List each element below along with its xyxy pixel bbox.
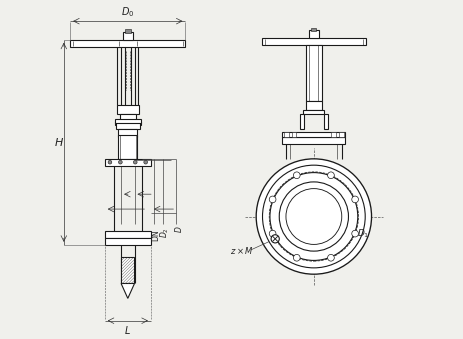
Circle shape — [351, 230, 358, 237]
Circle shape — [293, 172, 300, 179]
Circle shape — [279, 182, 348, 251]
Bar — [121, 257, 134, 283]
Bar — [105, 159, 150, 165]
Bar — [261, 38, 365, 45]
Bar — [70, 40, 185, 47]
Circle shape — [270, 235, 279, 243]
Bar — [305, 45, 321, 101]
Text: $D_2$: $D_2$ — [158, 228, 171, 238]
Bar — [116, 122, 139, 129]
Circle shape — [285, 188, 341, 244]
Text: $L$: $L$ — [124, 324, 131, 336]
Bar — [299, 114, 304, 129]
Bar — [105, 238, 150, 245]
Text: $D_1$: $D_1$ — [357, 227, 369, 240]
Bar — [125, 29, 131, 33]
Circle shape — [269, 230, 275, 237]
Bar — [323, 114, 327, 129]
Bar — [122, 32, 133, 40]
Bar — [282, 132, 345, 137]
Bar — [119, 114, 136, 122]
Bar — [338, 133, 343, 137]
Circle shape — [262, 165, 364, 268]
Bar — [116, 105, 139, 114]
Circle shape — [144, 160, 147, 164]
Text: $D$: $D$ — [172, 226, 183, 233]
Circle shape — [133, 160, 137, 164]
Circle shape — [327, 254, 333, 261]
Bar — [118, 129, 137, 137]
Text: DN: DN — [151, 230, 160, 241]
Circle shape — [351, 196, 358, 203]
Text: $H$: $H$ — [54, 136, 64, 148]
Circle shape — [118, 160, 122, 164]
Bar — [305, 101, 321, 111]
Text: $z\times M$: $z\times M$ — [230, 244, 253, 256]
Bar — [114, 122, 141, 125]
Bar — [308, 31, 319, 38]
Bar — [331, 133, 336, 137]
Bar — [105, 232, 150, 238]
Bar — [114, 119, 141, 123]
Circle shape — [269, 173, 357, 260]
Text: $D_0$: $D_0$ — [121, 5, 134, 19]
Bar — [291, 133, 296, 137]
Bar — [118, 135, 137, 159]
Circle shape — [293, 254, 300, 261]
Polygon shape — [121, 283, 134, 298]
Bar — [283, 133, 288, 137]
Circle shape — [108, 160, 112, 164]
Bar — [311, 28, 316, 31]
Circle shape — [256, 159, 371, 274]
Circle shape — [269, 196, 275, 203]
Bar — [303, 110, 324, 114]
Circle shape — [327, 172, 333, 179]
Bar — [282, 137, 345, 144]
